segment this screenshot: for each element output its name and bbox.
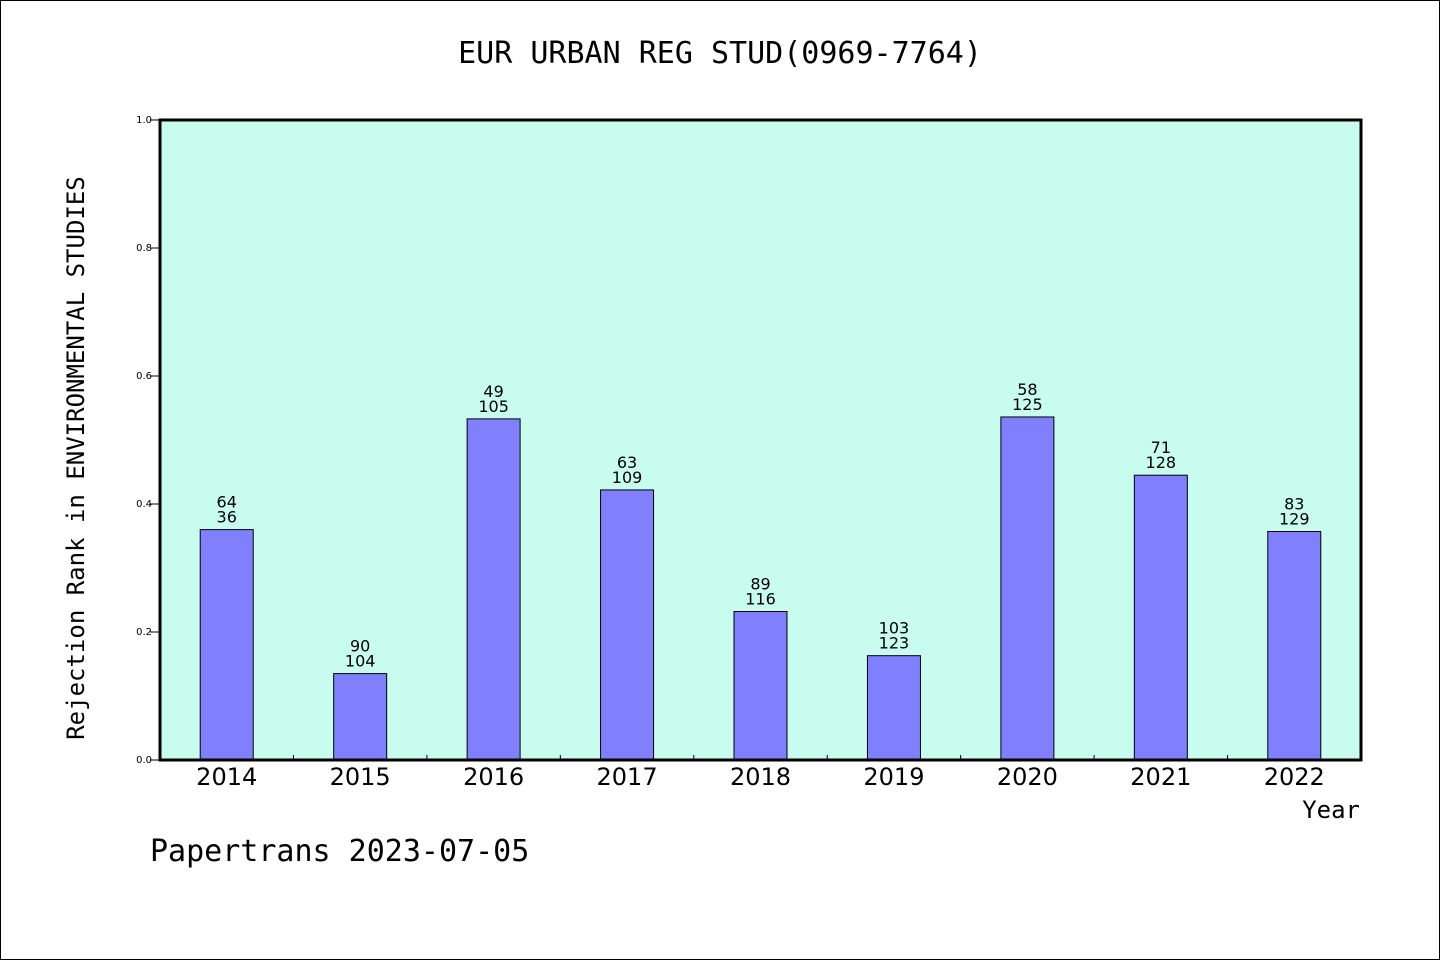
chart-title: EUR URBAN REG STUD(0969-7764) [458, 36, 982, 71]
bar-label-top: 58 [1017, 380, 1037, 399]
bar-label-bottom: 116 [745, 590, 776, 609]
bar-label-top: 63 [617, 453, 637, 472]
bar-2017 [600, 489, 655, 761]
y-tick-label: 1.0 [136, 115, 152, 126]
bar-2020 [1000, 416, 1055, 761]
bar-label-bottom: 128 [1146, 453, 1177, 472]
bar-label-top: 64 [217, 493, 237, 512]
y-tick-label: 0.6 [136, 371, 152, 382]
x-tick-label: 2016 [463, 763, 524, 791]
x-axis-label: Year [1302, 796, 1360, 824]
bar-2019 [866, 655, 921, 761]
x-tick-label: 2017 [597, 763, 658, 791]
bar-label-bottom: 125 [1012, 395, 1043, 414]
x-tick-label: 2020 [997, 763, 1058, 791]
bar-label-top: 103 [879, 619, 910, 638]
bar-label-top: 49 [483, 382, 503, 401]
bar-2016 [466, 418, 521, 761]
bar-2015 [333, 673, 388, 761]
x-tick-label: 2019 [863, 763, 924, 791]
x-tick-label: 2015 [330, 763, 391, 791]
bar-2014 [199, 529, 254, 761]
bar-label-bottom: 123 [879, 634, 910, 653]
bar-label-bottom: 104 [345, 652, 376, 671]
bar-label-bottom: 129 [1279, 510, 1310, 529]
y-tick-label: 0.8 [136, 243, 152, 254]
bar-2018 [733, 611, 788, 761]
bar-label-top: 83 [1284, 495, 1304, 514]
y-tick-label: 0.0 [136, 755, 152, 766]
x-tick-label: 2022 [1264, 763, 1325, 791]
bar-label-top: 89 [750, 575, 770, 594]
bar-label-bottom: 105 [478, 397, 509, 416]
y-tick-label: 0.4 [136, 499, 152, 510]
bar-label-bottom: 109 [612, 468, 643, 487]
x-tick-label: 2014 [196, 763, 257, 791]
y-tick-label: 0.2 [136, 627, 152, 638]
bar-label-top: 71 [1151, 438, 1171, 457]
bar-2022 [1267, 531, 1322, 761]
bar-label-bottom: 36 [217, 508, 237, 527]
plot-border [158, 118, 1363, 762]
bar-2021 [1133, 474, 1188, 761]
footer-credit: Papertrans 2023-07-05 [150, 834, 530, 869]
x-tick-label: 2021 [1130, 763, 1191, 791]
x-tick-label: 2018 [730, 763, 791, 791]
bar-label-top: 90 [350, 637, 370, 656]
